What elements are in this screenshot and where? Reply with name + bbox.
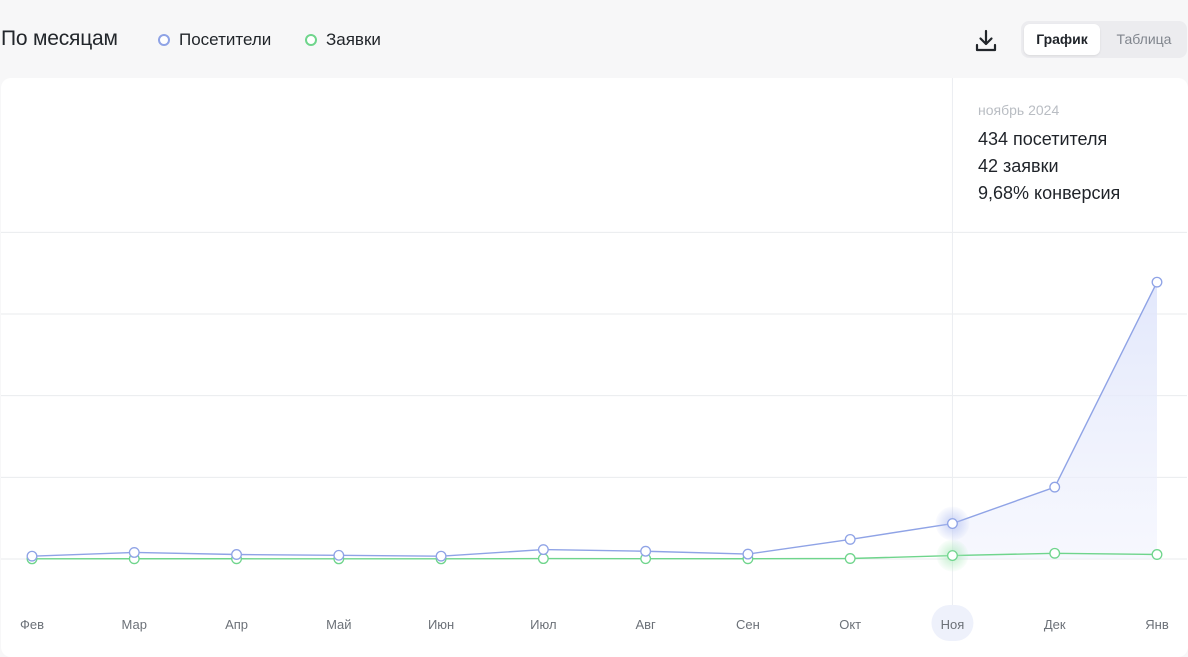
- tab-table[interactable]: Таблица: [1116, 31, 1172, 47]
- requests-point-11: [1151, 549, 1163, 560]
- legend-marker-requests: [305, 34, 317, 46]
- x-tick-label: Фев: [20, 617, 44, 632]
- x-tick-label: Сен: [736, 617, 760, 632]
- x-tick-label: Янв: [1145, 617, 1169, 632]
- x-tick-label: Ноя: [941, 617, 965, 632]
- tooltip-month: ноябрь 2024: [978, 102, 1060, 118]
- visitors-point-1: [128, 547, 140, 558]
- visitors-point-9: [947, 518, 958, 530]
- download-icon: [975, 29, 997, 52]
- x-tick-label: Июл: [530, 617, 556, 632]
- visitors-point-8: [844, 533, 856, 545]
- legend-label-visitors: Посетители: [179, 30, 272, 49]
- legend-item-visitors[interactable]: Посетители: [158, 30, 271, 50]
- legend-marker-visitors: [158, 34, 170, 46]
- x-tick-label: Дек: [1044, 617, 1066, 632]
- visitors-point-11: [1151, 276, 1163, 288]
- x-tick-label: Авг: [635, 617, 656, 632]
- visitors-point-0: [26, 550, 38, 562]
- visitors-point-6: [640, 545, 652, 557]
- chart-title: По месяцам: [1, 27, 118, 50]
- visitors-point-7: [742, 548, 754, 560]
- x-tick-label: Июн: [428, 617, 454, 632]
- highlighted-month-pill: [931, 605, 974, 641]
- x-tick-label: Май: [326, 617, 351, 632]
- x-tick-label: Мар: [122, 617, 147, 632]
- requests-point-8: [844, 553, 856, 564]
- visitors-point-3: [333, 549, 345, 561]
- tab-chart[interactable]: График: [1024, 24, 1100, 55]
- tooltip-conversion: 9,68% конверсия: [978, 183, 1121, 203]
- x-tick-label: Окт: [839, 617, 861, 632]
- requests-line: [31, 552, 1158, 560]
- requests-point-10: [1049, 547, 1061, 559]
- tooltip-visitors: 434 посетителя: [978, 129, 1108, 149]
- tooltip: ноябрь 2024 434 посетителя 42 заявки 9,6…: [978, 102, 1120, 207]
- legend-label-requests: Заявки: [326, 30, 381, 49]
- chart-header: По месяцам Посетители Заявки График Табл…: [0, 0, 1188, 78]
- tooltip-requests: 42 заявки: [978, 156, 1059, 176]
- x-tick-label: Апр: [225, 617, 248, 632]
- visitors-point-4: [435, 550, 447, 562]
- requests-point-9: [947, 550, 958, 562]
- visitors-area: [952, 282, 1157, 559]
- view-toggle: График Таблица: [1021, 21, 1187, 58]
- visitors-point-5: [537, 544, 549, 556]
- visitors-point-2: [231, 549, 242, 560]
- requests-point-5: [537, 553, 549, 565]
- visitors-line: [31, 281, 1158, 557]
- visitors-point-10: [1049, 481, 1061, 493]
- legend-item-requests[interactable]: Заявки: [305, 30, 381, 50]
- download-button[interactable]: [973, 28, 999, 54]
- chart-card: [1, 78, 1188, 657]
